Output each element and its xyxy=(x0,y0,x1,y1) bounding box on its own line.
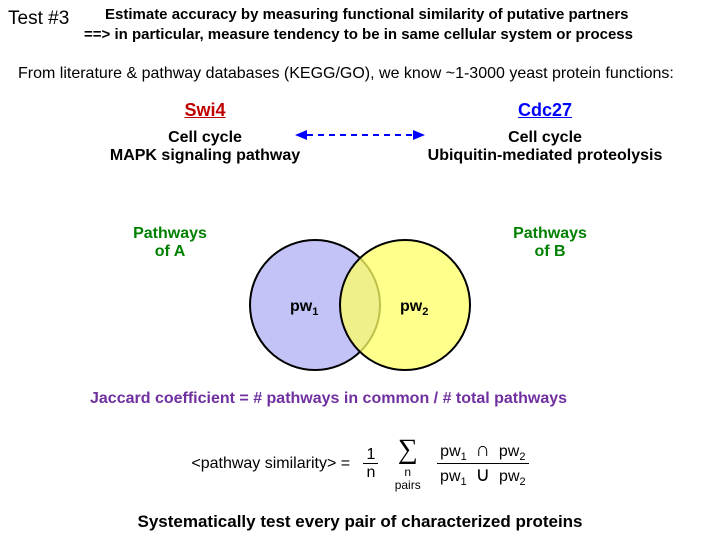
protein-a-func1: Cell cycle xyxy=(95,129,315,147)
jaccard-text: Jaccard coefficient = # pathways in comm… xyxy=(90,390,567,408)
formula: <pathway similarity> = 1n ∑ n pairs pw1 … xyxy=(100,435,620,492)
protein-a-name: Swi4 xyxy=(95,100,315,121)
test-number-label: Test #3 xyxy=(8,8,69,30)
title-line-1: Estimate accuracy by measuring functiona… xyxy=(105,6,715,23)
protein-a-func2: MAPK signaling pathway xyxy=(95,147,315,165)
pw2-label: pw2 xyxy=(400,298,428,318)
pw1-label: pw1 xyxy=(290,298,318,318)
title-line-2: ==> in particular, measure tendency to b… xyxy=(84,26,716,43)
protein-b-func2: Ubiquitin-mediated proteolysis xyxy=(400,147,690,165)
venn-label-b: Pathways of B xyxy=(500,225,600,261)
venn-diagram xyxy=(220,235,500,375)
footer-text: Systematically test every pair of charac… xyxy=(0,512,720,532)
double-arrow-icon xyxy=(295,128,425,142)
intro-text: From literature & pathway databases (KEG… xyxy=(18,65,674,83)
venn-label-a: Pathways of A xyxy=(120,225,220,261)
protein-b-func1: Cell cycle xyxy=(400,129,690,147)
protein-b-name: Cdc27 xyxy=(400,100,690,121)
